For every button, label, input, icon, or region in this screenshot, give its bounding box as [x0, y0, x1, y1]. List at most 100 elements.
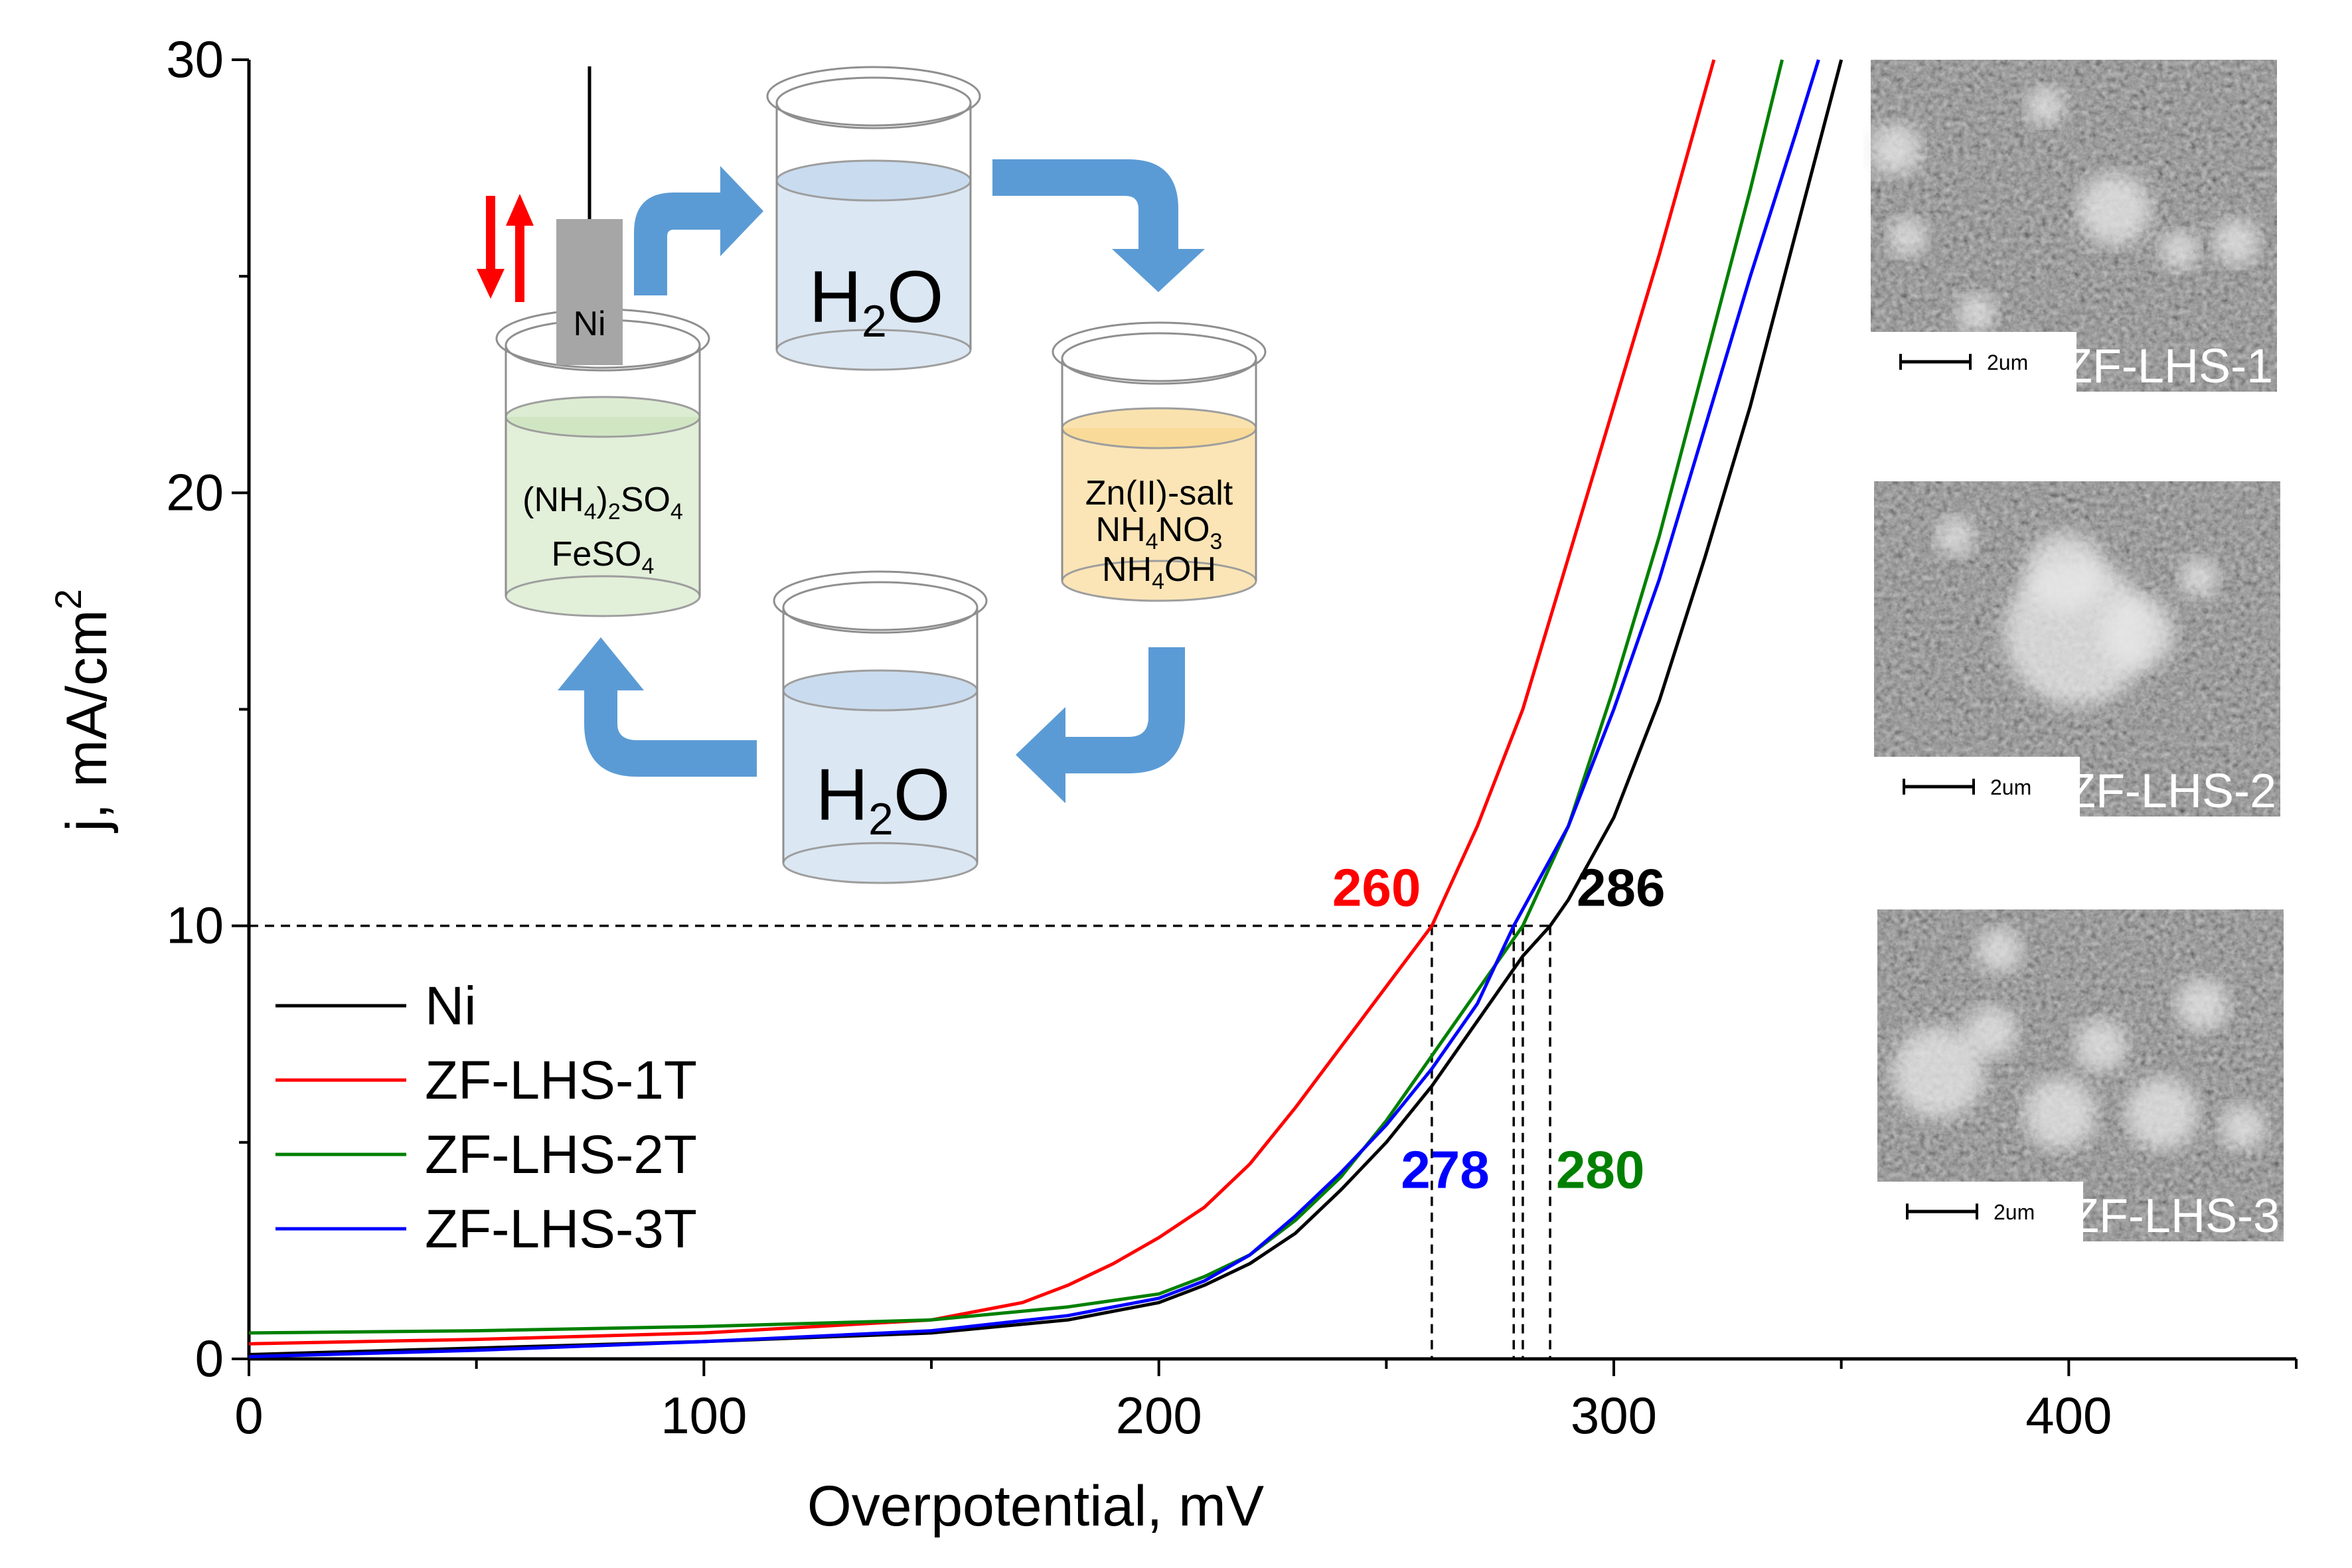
svg-text:NH4NO3: NH4NO3	[1096, 510, 1223, 554]
sem-cluster	[2074, 1019, 2128, 1072]
sem-cluster	[1868, 123, 1922, 177]
y-axis-label-group: j, mA/cm2	[47, 589, 119, 834]
y-ticks: 0 10 20 30	[166, 30, 249, 1387]
zinc-line2-a: NH	[1096, 510, 1146, 549]
x-tick-label: 100	[661, 1386, 747, 1445]
sem-cluster	[2179, 558, 2219, 598]
synthesis-scheme: (NH4)2SO4 FeSO4 Ni H2O	[477, 66, 1267, 884]
beaker-iron: (NH4)2SO4 FeSO4	[495, 308, 710, 617]
sem-image-1: 2um ZF-LHS-1	[1868, 60, 2277, 393]
sem-sample-label: ZF-LHS-3	[2070, 1190, 2280, 1243]
y-tick-label: 30	[166, 30, 224, 88]
svg-text:(NH4)2SO4: (NH4)2SO4	[522, 481, 683, 524]
legend: Ni ZF-LHS-1T ZF-LHS-2T ZF-LHS-3T	[275, 976, 697, 1259]
iron-line2-a: FeSO	[552, 535, 642, 574]
sem-cluster	[1887, 216, 1928, 257]
y-tick-label: 10	[166, 896, 224, 955]
x-tick-label: 200	[1116, 1386, 1202, 1445]
cycle-arrow-1-icon	[634, 166, 763, 295]
zinc-line1: Zn(II)-salt	[1085, 474, 1233, 512]
legend-label: ZF-LHS-3T	[425, 1199, 697, 1259]
zinc-line3-a: NH	[1102, 550, 1152, 589]
sem-scale-label: 2um	[1994, 1200, 2035, 1224]
beaker-zinc: Zn(II)-salt NH4NO3 NH4OH	[1052, 321, 1267, 602]
cycle-arrows	[558, 159, 1205, 803]
iron-line1-b: 4	[584, 499, 597, 524]
sem-cluster	[2025, 532, 2105, 612]
x-tick-label: 0	[234, 1386, 263, 1445]
zinc-line3-b: 4	[1152, 569, 1164, 594]
annotation-label: 278	[1401, 1140, 1489, 1200]
cycle-arrow-2-icon	[992, 159, 1205, 292]
sem-image-3: 2um ZF-LHS-3	[1877, 909, 2284, 1243]
cycle-arrow-3-icon	[1016, 647, 1185, 803]
beaker-water-bottom: H2O	[773, 570, 988, 884]
sem-cluster	[2125, 1077, 2199, 1150]
y-axis-label: j, mA/cm	[55, 609, 119, 833]
ni-electrode	[556, 219, 623, 365]
legend-label: Ni	[425, 976, 476, 1036]
zinc-line2-d: 3	[1210, 529, 1223, 554]
series-lines	[248, 59, 1843, 1359]
sem-cluster	[2175, 978, 2229, 1032]
x-axis-label: Overpotential, mV	[807, 1474, 1264, 1538]
svg-text:j, mA/cm2: j, mA/cm2	[47, 589, 119, 834]
sem-cluster	[2159, 230, 2200, 270]
zinc-line2-b: 4	[1146, 529, 1158, 554]
dip-arrow-down-head	[477, 269, 505, 299]
series-line-zf-lhs-3t	[248, 59, 1820, 1359]
sem-images: 2um ZF-LHS-1 2um ZF-LHS-2 2um ZF-LHS-3	[1868, 60, 2284, 1243]
zinc-line2-c: NO	[1158, 510, 1210, 549]
reference-lines	[249, 924, 1551, 1359]
beaker-water-top: H2O	[766, 66, 981, 371]
dip-arrow-down-shaft	[486, 196, 495, 272]
ni-electrode-label: Ni	[573, 305, 605, 343]
dip-arrow-up-head	[506, 194, 534, 226]
svg-text:FeSO4: FeSO4	[552, 535, 655, 579]
dip-arrows-icon	[477, 194, 534, 302]
water-top-h: H	[809, 256, 862, 338]
water-top-o: O	[887, 256, 944, 338]
sem-cluster	[1891, 1026, 1985, 1119]
dip-arrow-up-shaft	[515, 222, 524, 302]
legend-label: ZF-LHS-2T	[425, 1125, 697, 1185]
annotation-label: 280	[1556, 1140, 1644, 1200]
x-tick-label: 400	[2025, 1386, 2112, 1445]
iron-line1-d: 2	[608, 499, 621, 524]
zinc-line3-c: OH	[1164, 550, 1216, 589]
sem-cluster	[2078, 173, 2152, 246]
sem-cluster	[2219, 1104, 2266, 1150]
sem-cluster	[1964, 1005, 2018, 1059]
sem-cluster	[2023, 1077, 2097, 1150]
sem-cluster	[1976, 927, 2023, 974]
water-top-sub: 2	[862, 296, 887, 347]
sem-image-2: 2um ZF-LHS-2	[1874, 481, 2280, 818]
sem-cluster	[2025, 86, 2066, 126]
x-tick-label: 300	[1571, 1386, 1657, 1445]
series-line-ni	[248, 59, 1843, 1356]
cycle-arrow-4-icon	[558, 637, 757, 777]
sem-scale-label: 2um	[1987, 351, 2028, 374]
sem-cluster	[1935, 516, 1976, 556]
y-tick-label: 20	[166, 463, 224, 521]
sem-sample-label: ZF-LHS-1	[2063, 340, 2273, 393]
sem-cluster	[2101, 596, 2175, 670]
iron-line1-e: SO	[621, 481, 670, 519]
water-bottom-sub: 2	[868, 794, 894, 844]
y-axis-label-sup: 2	[47, 589, 89, 609]
sem-cluster	[1956, 293, 1997, 333]
legend-label: ZF-LHS-1T	[425, 1050, 697, 1111]
svg-text:H2O: H2O	[809, 256, 944, 347]
svg-text:H2O: H2O	[816, 754, 951, 844]
sem-scale-label: 2um	[1990, 775, 2031, 799]
sem-cluster	[2213, 218, 2260, 266]
overpotential-annotations: 260 286 278 280	[1332, 858, 1666, 1200]
x-ticks: 0 100 200 300 400	[234, 1359, 2298, 1445]
svg-text:NH4OH: NH4OH	[1102, 550, 1216, 594]
water-bottom-h: H	[816, 754, 868, 836]
y-tick-label: 0	[195, 1329, 224, 1387]
water-bottom-o: O	[894, 754, 951, 836]
annotation-label: 286	[1577, 858, 1665, 917]
sem-sample-label: ZF-LHS-2	[2067, 765, 2276, 818]
